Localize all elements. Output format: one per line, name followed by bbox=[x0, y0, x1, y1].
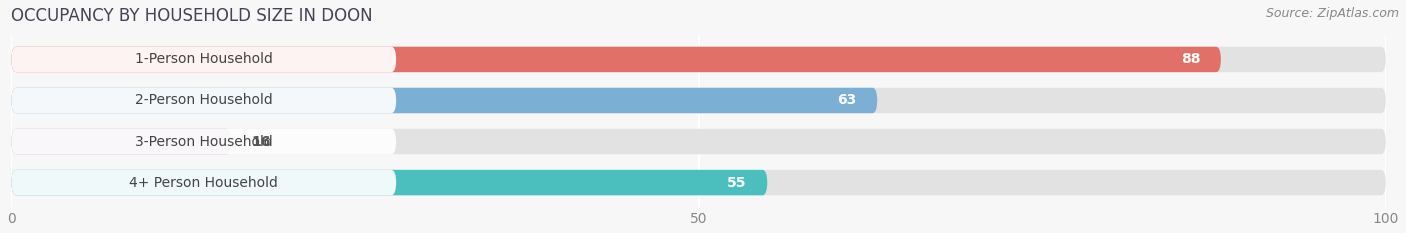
FancyBboxPatch shape bbox=[11, 47, 396, 72]
FancyBboxPatch shape bbox=[11, 170, 1386, 195]
Text: 4+ Person Household: 4+ Person Household bbox=[129, 176, 278, 190]
FancyBboxPatch shape bbox=[11, 88, 396, 113]
FancyBboxPatch shape bbox=[11, 129, 396, 154]
Text: 1-Person Household: 1-Person Household bbox=[135, 52, 273, 66]
FancyBboxPatch shape bbox=[11, 170, 396, 195]
FancyBboxPatch shape bbox=[11, 129, 231, 154]
Text: 63: 63 bbox=[838, 93, 856, 107]
FancyBboxPatch shape bbox=[11, 47, 1220, 72]
FancyBboxPatch shape bbox=[11, 88, 877, 113]
Text: 55: 55 bbox=[727, 176, 747, 190]
Text: 88: 88 bbox=[1181, 52, 1201, 66]
Text: OCCUPANCY BY HOUSEHOLD SIZE IN DOON: OCCUPANCY BY HOUSEHOLD SIZE IN DOON bbox=[11, 7, 373, 25]
FancyBboxPatch shape bbox=[11, 88, 1386, 113]
Text: 3-Person Household: 3-Person Household bbox=[135, 134, 273, 148]
Text: 2-Person Household: 2-Person Household bbox=[135, 93, 273, 107]
Text: 16: 16 bbox=[252, 134, 271, 148]
FancyBboxPatch shape bbox=[11, 129, 1386, 154]
FancyBboxPatch shape bbox=[11, 170, 768, 195]
Text: Source: ZipAtlas.com: Source: ZipAtlas.com bbox=[1265, 7, 1399, 20]
FancyBboxPatch shape bbox=[11, 47, 1386, 72]
